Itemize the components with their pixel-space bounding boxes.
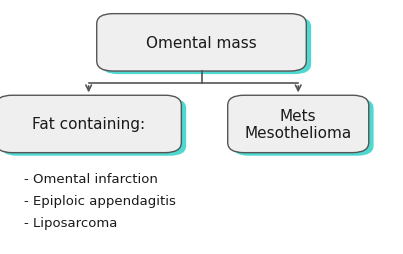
- Text: - Epiploic appendagitis: - Epiploic appendagitis: [24, 194, 176, 207]
- Text: Omental mass: Omental mass: [146, 36, 257, 51]
- FancyBboxPatch shape: [0, 96, 181, 153]
- Text: - Liposarcoma: - Liposarcoma: [24, 216, 118, 229]
- FancyBboxPatch shape: [233, 99, 374, 156]
- Text: Mets
Mesothelioma: Mets Mesothelioma: [245, 108, 352, 141]
- FancyBboxPatch shape: [102, 18, 311, 75]
- FancyBboxPatch shape: [97, 14, 306, 72]
- Text: Fat containing:: Fat containing:: [32, 117, 145, 132]
- FancyBboxPatch shape: [228, 96, 369, 153]
- Text: - Omental infarction: - Omental infarction: [24, 173, 158, 185]
- FancyBboxPatch shape: [1, 99, 186, 156]
